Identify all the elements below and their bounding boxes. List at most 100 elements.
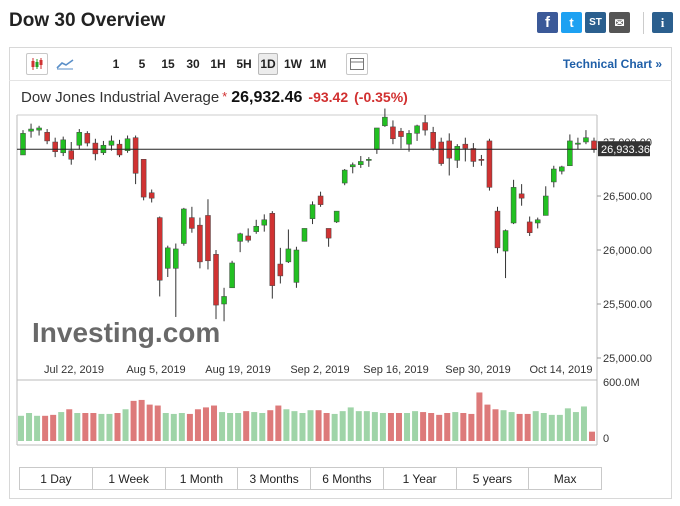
- candle-body: [229, 262, 235, 289]
- volume-bar: [331, 413, 338, 441]
- interval-15[interactable]: 15: [161, 57, 175, 71]
- interval-1m[interactable]: 1M: [309, 57, 327, 71]
- price-tick-label: 25,000.00: [603, 353, 652, 365]
- interval-1h[interactable]: 1H: [210, 57, 226, 71]
- volume-bar: [428, 413, 435, 441]
- star-icon: *: [222, 89, 228, 104]
- volume-bar: [516, 413, 523, 441]
- price-change: -93.42: [308, 89, 349, 105]
- volume-bar: [291, 411, 298, 441]
- info-icon[interactable]: i: [652, 12, 673, 33]
- date-tick-label: Aug 19, 2019: [205, 364, 270, 376]
- volume-bar: [50, 414, 57, 441]
- date-tick-label: Sep 16, 2019: [363, 364, 428, 376]
- candle-body: [92, 142, 99, 155]
- candle-body: [333, 210, 340, 223]
- interval-1w[interactable]: 1W: [284, 57, 302, 71]
- volume-bar: [492, 409, 499, 441]
- volume-bar: [379, 413, 386, 441]
- volume-bar: [154, 405, 161, 441]
- volume-bar: [227, 413, 234, 441]
- quote-line: Dow Jones Industrial Average * 26,932.46 -9…: [21, 89, 408, 107]
- share-divider: [643, 12, 644, 34]
- candle-body: [181, 208, 187, 244]
- page-title: Dow 30 Overview: [9, 10, 166, 31]
- date-tick-label: Oct 14, 2019: [530, 364, 593, 376]
- candle-body: [124, 138, 131, 151]
- range-1-week[interactable]: 1 Week: [92, 468, 166, 489]
- area-chart-icon[interactable]: [54, 53, 76, 75]
- range-max[interactable]: Max: [529, 468, 601, 489]
- price-tick-label: 26,000.00: [603, 245, 652, 257]
- volume-bar: [363, 411, 370, 441]
- interval-5h[interactable]: 5H: [236, 57, 252, 71]
- interval-5[interactable]: 5: [138, 57, 146, 71]
- range-selector: 1 Day 1 Week 1 Month 3 Months 6 Months 1 Year…: [19, 467, 602, 490]
- facebook-icon[interactable]: f: [537, 12, 558, 33]
- candle-body: [366, 159, 372, 161]
- candle-body: [470, 148, 477, 162]
- volume-bar: [508, 412, 515, 441]
- candle-body: [52, 141, 58, 152]
- range-5-years[interactable]: 5 years: [456, 468, 530, 489]
- candle-body: [293, 249, 300, 283]
- volume-bar: [18, 415, 24, 441]
- candle-body: [84, 133, 91, 144]
- candle-body: [438, 141, 444, 164]
- price-tick-label: 26,500.00: [603, 191, 652, 203]
- candle-body: [277, 263, 284, 277]
- date-tick-label: Sep 30, 2019: [445, 364, 510, 376]
- volume-bar: [122, 409, 129, 441]
- volume-bar: [82, 413, 89, 441]
- volume-bar: [468, 413, 475, 441]
- mail-icon[interactable]: ✉: [609, 12, 630, 33]
- table-view-icon[interactable]: [346, 53, 368, 75]
- candle-body: [510, 187, 517, 224]
- volume-bar: [387, 413, 394, 441]
- technical-chart-link[interactable]: Technical Chart »: [562, 57, 662, 71]
- range-1-month[interactable]: 1 Month: [165, 468, 239, 489]
- volume-bar: [162, 413, 169, 441]
- range-3-months[interactable]: 3 Months: [238, 468, 311, 489]
- candle-body: [575, 142, 581, 145]
- volume-bar: [540, 413, 547, 441]
- candle-body: [253, 225, 259, 232]
- interval-30[interactable]: 30: [186, 57, 200, 71]
- twitter-icon[interactable]: t: [561, 12, 582, 33]
- candle-body: [68, 150, 75, 160]
- range-6-months[interactable]: 6 Months: [311, 468, 384, 489]
- share-buttons: f t ST ✉: [537, 12, 630, 33]
- interval-1d[interactable]: 1D: [258, 53, 278, 75]
- watermark-logo: Investing.com: [32, 317, 220, 348]
- candle-body: [269, 213, 276, 286]
- stocktwits-icon[interactable]: ST: [585, 12, 606, 33]
- interval-1[interactable]: 1: [112, 57, 120, 71]
- candle-body: [60, 139, 66, 154]
- volume-bar: [219, 412, 226, 441]
- candle-body: [349, 164, 356, 168]
- candle-body: [285, 248, 292, 263]
- candlestick-chart-icon[interactable]: [26, 53, 48, 75]
- candle-body: [237, 233, 243, 242]
- chart-toolbar: 1 5 15 30 1H 5H 1D 1W 1M Technical Chart »: [9, 47, 672, 81]
- volume-bar: [283, 409, 290, 441]
- volume-bar: [548, 414, 555, 441]
- candle-body: [559, 166, 565, 172]
- volume-bar: [556, 414, 563, 441]
- volume-bar: [589, 431, 595, 441]
- last-price-tag: [598, 141, 650, 157]
- volume-bar: [307, 410, 314, 441]
- volume-bar: [202, 407, 209, 441]
- range-1-day[interactable]: 1 Day: [20, 468, 93, 489]
- volume-bar: [436, 414, 443, 441]
- volume-bar: [235, 413, 242, 441]
- volume-bar: [34, 415, 41, 441]
- candle-body: [382, 116, 388, 127]
- volume-bar: [178, 413, 185, 441]
- range-1-year[interactable]: 1 Year: [383, 468, 457, 489]
- candle-body: [486, 140, 493, 188]
- volume-bar: [275, 405, 282, 441]
- volume-bar: [130, 400, 137, 441]
- date-tick-label: Aug 5, 2019: [126, 364, 185, 376]
